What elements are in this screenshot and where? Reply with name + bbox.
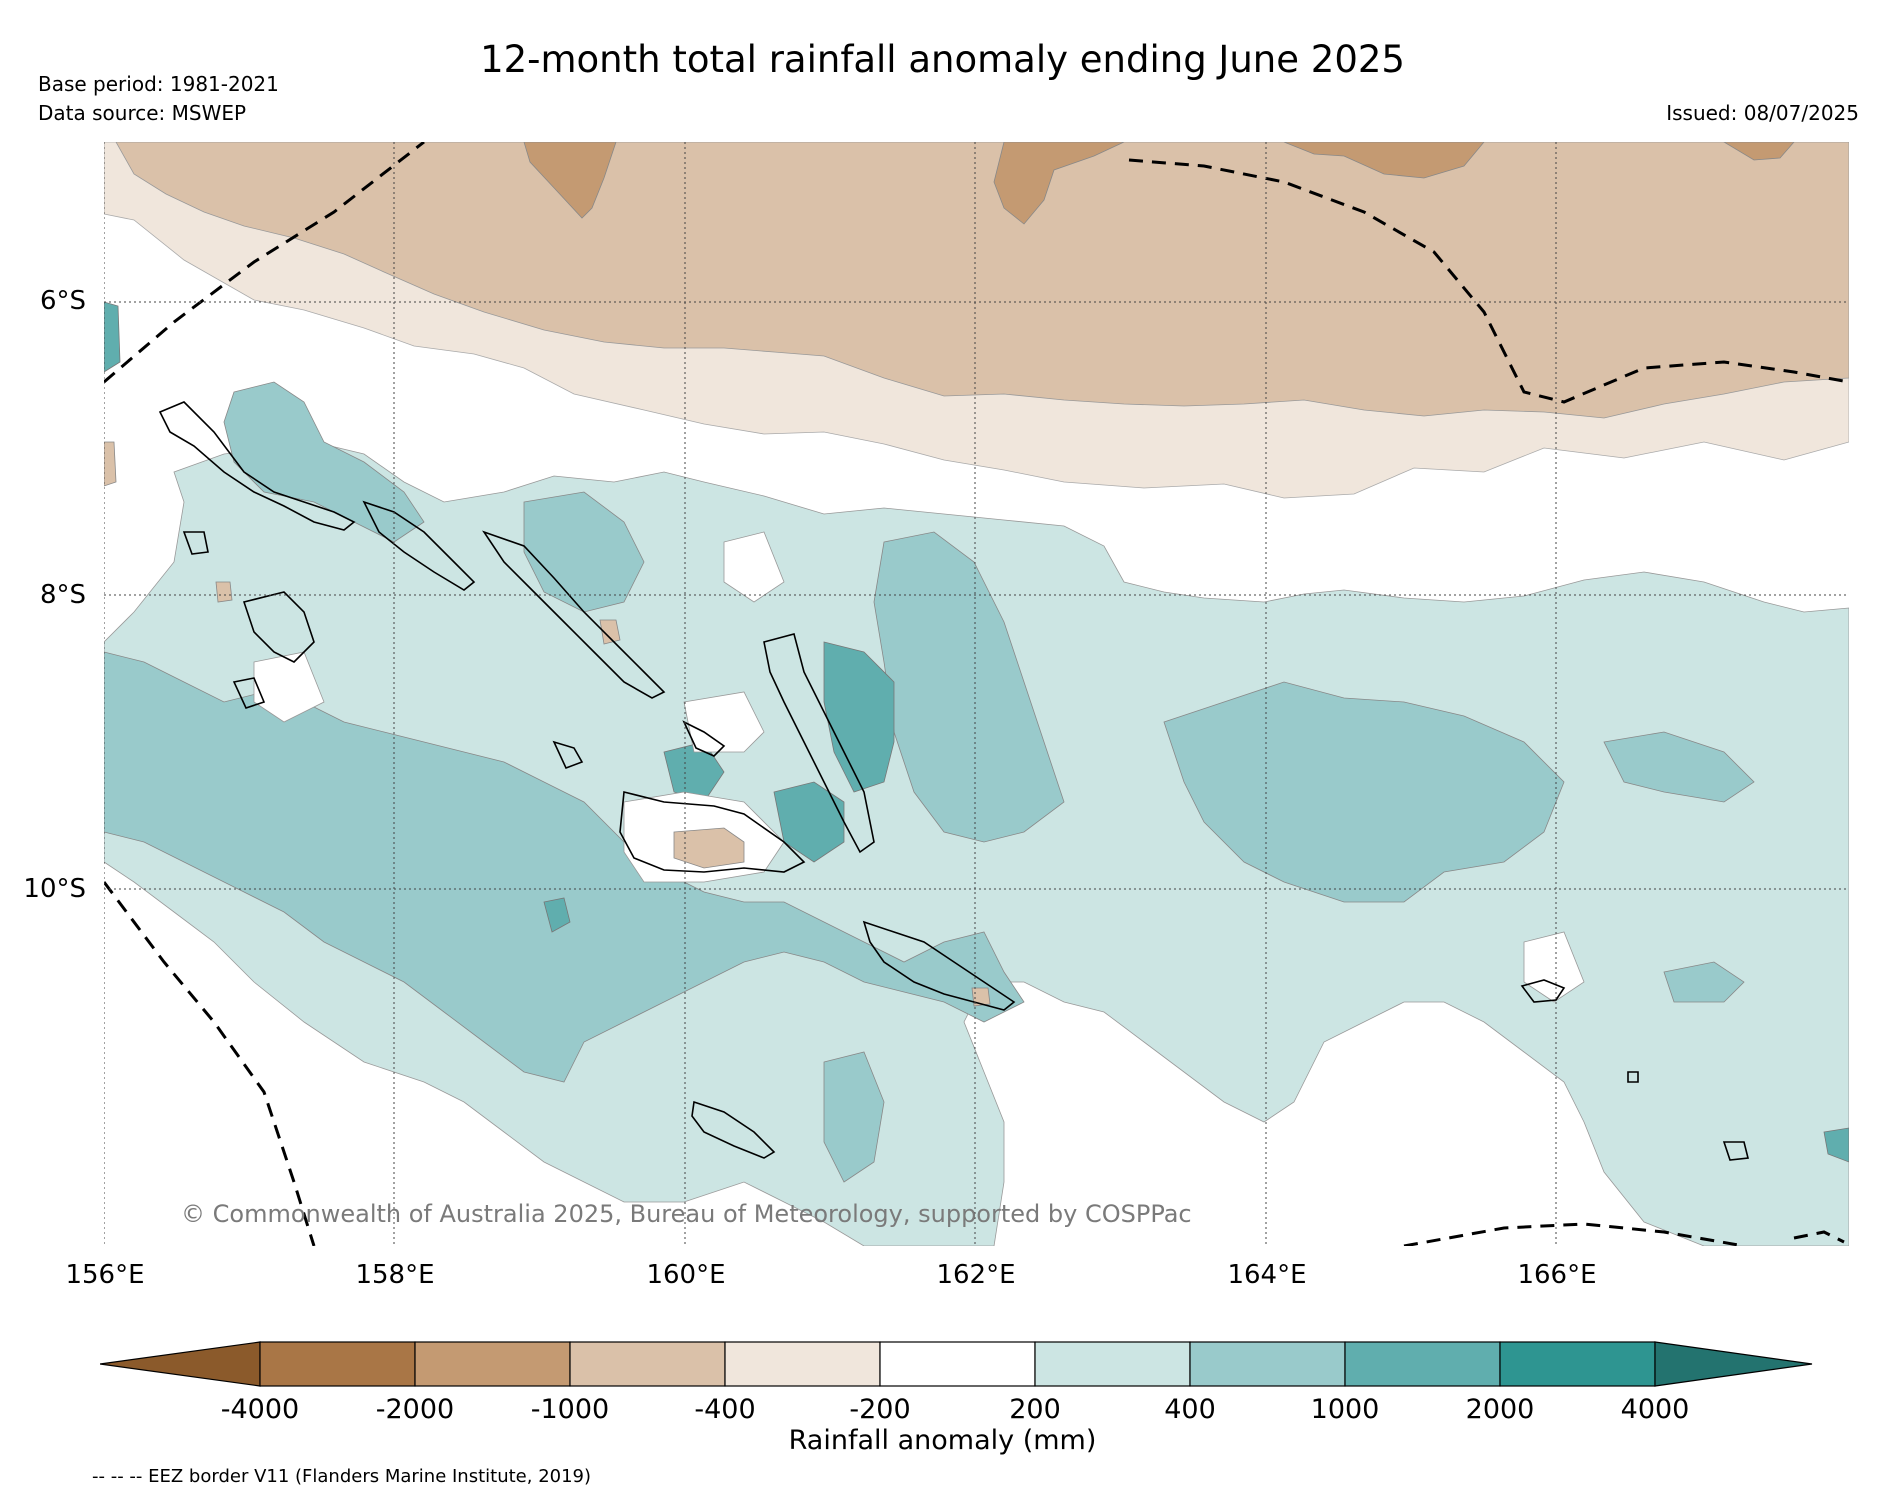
rainfall-anomaly-map xyxy=(104,142,1849,1246)
legend-tick-label: 1000 xyxy=(1310,1394,1380,1425)
island-choiseul xyxy=(362,500,476,591)
dry-spot-5 xyxy=(104,441,117,487)
eez-borders xyxy=(104,142,1849,1246)
dry-band-medium xyxy=(115,142,1849,419)
eez-border-se xyxy=(1403,1222,1845,1246)
eez-border-ne xyxy=(1128,158,1849,404)
dry-gap-3 xyxy=(723,531,785,603)
wet-region-medium-north xyxy=(223,381,425,543)
dry-gap-5 xyxy=(1523,931,1585,1003)
base-period-text: Base period: 1981-2021 xyxy=(38,72,279,96)
lon-label-166e: 166°E xyxy=(1517,1260,1597,1290)
legend-swatch-2 xyxy=(414,1341,571,1387)
wet-region-medium-east xyxy=(1163,681,1565,903)
legend-swatch-3 xyxy=(569,1341,726,1387)
legend-title: Rainfall anomaly (mm) xyxy=(788,1425,1097,1456)
legend-tick-label: -4000 xyxy=(220,1394,300,1425)
island-rennell xyxy=(691,1100,776,1159)
legend-swatch-4 xyxy=(724,1341,881,1387)
dry-gap-2 xyxy=(683,691,765,753)
island-bougainville xyxy=(158,401,356,531)
legend-tick-label: 400 xyxy=(1164,1394,1216,1425)
dry-spot-2 xyxy=(599,619,621,645)
map-title: 12-month total rainfall anomaly ending J… xyxy=(480,38,1405,81)
legend-tick-label: 4000 xyxy=(1620,1394,1690,1425)
dry-gap-4 xyxy=(253,651,325,723)
island-malaita xyxy=(763,633,875,854)
eez-border-note: -- -- -- EEZ border V11 (Flanders Marine… xyxy=(92,1466,592,1487)
legend-swatch-5 xyxy=(879,1341,1036,1387)
lon-label-158e: 158°E xyxy=(355,1260,435,1290)
legend-colorbar xyxy=(100,1341,1813,1387)
island-guadalcanal xyxy=(619,790,806,873)
dry-spot-1 xyxy=(673,827,745,869)
graticule xyxy=(104,142,1849,1246)
legend-tick-label: -200 xyxy=(849,1394,911,1425)
legend-tick-label: 2000 xyxy=(1465,1394,1535,1425)
island-anuta xyxy=(1627,1071,1639,1083)
lat-label-8s: 8°S xyxy=(39,580,86,610)
wet-region-strong-4 xyxy=(104,301,121,373)
wet-region-medium-north2 xyxy=(523,491,645,613)
wet-region-medium-east2 xyxy=(1603,731,1755,803)
legend-swatch-9 xyxy=(1499,1341,1656,1387)
legend-swatch-7 xyxy=(1189,1341,1346,1387)
eez-border-sw xyxy=(104,881,316,1246)
dry-patch-1 xyxy=(523,142,617,219)
island-florida xyxy=(682,720,726,757)
lat-label-10s: 10°S xyxy=(23,874,86,904)
copyright-text: © Commonwealth of Australia 2025, Bureau… xyxy=(181,1200,1192,1228)
legend-swatch-max xyxy=(1654,1341,1813,1387)
legend-tick-label: -400 xyxy=(694,1394,756,1425)
island-santa-isabel xyxy=(482,530,666,699)
dry-patch-4 xyxy=(1723,142,1795,161)
lon-label-160e: 160°E xyxy=(646,1260,726,1290)
eez-border-nw xyxy=(104,142,425,384)
dry-spot-4 xyxy=(971,987,991,1007)
island-vanikoro xyxy=(1520,979,1566,1003)
legend-swatch-6 xyxy=(1034,1341,1191,1387)
island-shortland xyxy=(182,531,209,555)
lon-label-162e: 162°E xyxy=(936,1260,1016,1290)
lon-label-156e: 156°E xyxy=(65,1260,145,1290)
island-tikopia xyxy=(1722,1141,1749,1161)
island-treasury xyxy=(232,677,266,709)
issued-date-text: Issued: 08/07/2025 xyxy=(1666,101,1859,125)
legend-tick-label: -1000 xyxy=(530,1394,610,1425)
lon-label-164e: 164°E xyxy=(1227,1260,1307,1290)
legend-tick-label: -2000 xyxy=(375,1394,455,1425)
island-russell xyxy=(552,740,584,770)
wet-region-medium-se xyxy=(1663,961,1745,1003)
wet-region-strong-6 xyxy=(1823,1127,1849,1163)
lat-label-6s: 6°S xyxy=(39,286,86,316)
legend-swatch-min xyxy=(100,1341,261,1387)
legend-swatch-8 xyxy=(1344,1341,1501,1387)
wet-region-strong-5 xyxy=(543,897,571,933)
coastlines xyxy=(158,401,1749,1161)
island-makira xyxy=(862,920,1016,1011)
dry-patch-2 xyxy=(993,142,1125,225)
data-source-text: Data source: MSWEP xyxy=(38,101,247,125)
island-new-georgia xyxy=(242,591,315,663)
legend-swatch-1 xyxy=(259,1341,416,1387)
dry-patch-3 xyxy=(1283,142,1485,179)
wet-region-medium-west xyxy=(104,651,1025,1083)
dry-spot-3 xyxy=(215,581,233,603)
legend-tick-label: 200 xyxy=(1009,1394,1061,1425)
wet-region-medium-south xyxy=(823,1051,885,1183)
